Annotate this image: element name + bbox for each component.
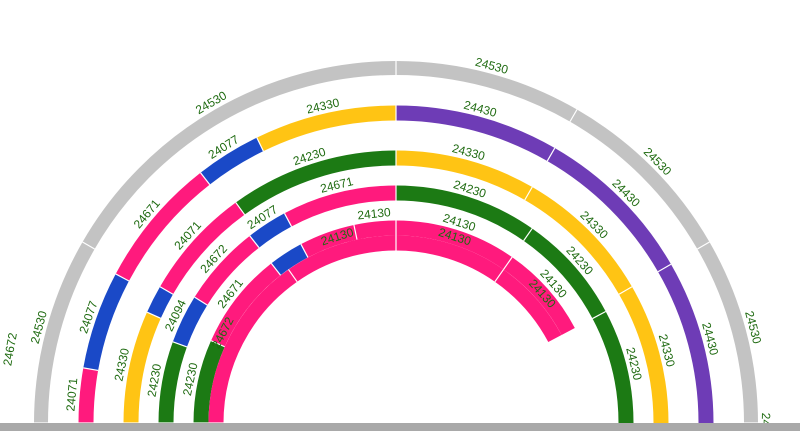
arc-segment-magenta <box>194 235 260 306</box>
segment-divider <box>256 137 264 152</box>
segment-divider <box>235 202 246 216</box>
arc-segment-green <box>193 340 225 424</box>
segment-divider <box>83 367 99 372</box>
arc-segment-magenta <box>115 172 210 282</box>
segment-divider <box>523 228 533 242</box>
arc-segment-purple <box>395 105 555 161</box>
arc-segment-blue <box>200 137 264 185</box>
segment-divider <box>494 269 505 283</box>
arc-segment-magenta <box>353 220 397 240</box>
arc-segment-magenta <box>78 367 99 424</box>
arc-segment-blue <box>147 286 174 319</box>
segment-divider <box>249 235 260 249</box>
segment-divider <box>159 286 174 295</box>
segment-divider <box>82 241 95 250</box>
arc-segment-grey <box>82 61 397 250</box>
arc-segment-magenta <box>300 224 358 258</box>
outer-left-label: 24672 <box>0 331 20 367</box>
arc-segment-yellow <box>123 312 161 424</box>
segment-divider <box>270 263 282 276</box>
segment-label: 24230 <box>180 361 201 397</box>
segment-divider <box>569 109 578 122</box>
segment-divider <box>287 269 298 283</box>
arc-segment-grey <box>697 242 758 424</box>
segment-divider <box>200 172 211 185</box>
arc-segment-grey <box>395 61 577 122</box>
arc-segment-grey <box>34 242 95 424</box>
arc-segment-green <box>158 341 187 424</box>
segment-divider <box>524 186 533 201</box>
arc-segment-magenta <box>503 257 575 336</box>
segment-divider <box>503 256 513 270</box>
segment-label: 24230 <box>145 362 165 398</box>
arc-segment-green <box>395 185 533 241</box>
segment-divider <box>300 243 309 258</box>
arc-tracks <box>34 61 759 431</box>
segment-divider <box>697 241 710 250</box>
segment-divider <box>146 311 162 319</box>
arc-segment-green <box>523 228 606 319</box>
arc-segment-magenta <box>208 269 298 424</box>
arc-segment-magenta <box>284 185 397 227</box>
arc-segment-yellow <box>256 105 397 152</box>
arc-segment-grey <box>569 109 710 250</box>
segment-divider <box>592 310 606 320</box>
segment-divider <box>283 213 293 227</box>
arc-segment-purple <box>658 264 714 424</box>
arc-segment-magenta <box>160 202 245 295</box>
segment-label: 24071 <box>63 377 80 412</box>
arc-segment-blue <box>83 273 129 371</box>
arc-segment-magenta <box>395 235 504 282</box>
segment-divider <box>115 273 130 282</box>
segment-label: 24330 <box>111 347 132 383</box>
arc-segment-magenta <box>494 269 562 343</box>
arc-segment-yellow <box>395 150 533 201</box>
segment-divider <box>353 224 358 240</box>
arc-segment-magenta <box>211 263 281 347</box>
segment-divider <box>546 147 556 162</box>
arc-segment-yellow <box>618 286 669 424</box>
arc-segment-green <box>592 311 634 424</box>
arc-segment-yellow <box>524 187 632 295</box>
arc-segment-magenta <box>288 235 397 282</box>
arc-segment-magenta <box>395 220 513 270</box>
segment-divider <box>657 263 672 273</box>
segment-divider <box>618 286 633 295</box>
segment-divider <box>210 340 225 348</box>
arc-segment-green <box>235 150 397 215</box>
segment-divider <box>194 296 208 306</box>
segment-label: 24130 <box>357 205 392 222</box>
segment-divider <box>172 341 188 348</box>
arc-segment-purple <box>547 148 671 272</box>
baseline-bar <box>0 423 800 431</box>
